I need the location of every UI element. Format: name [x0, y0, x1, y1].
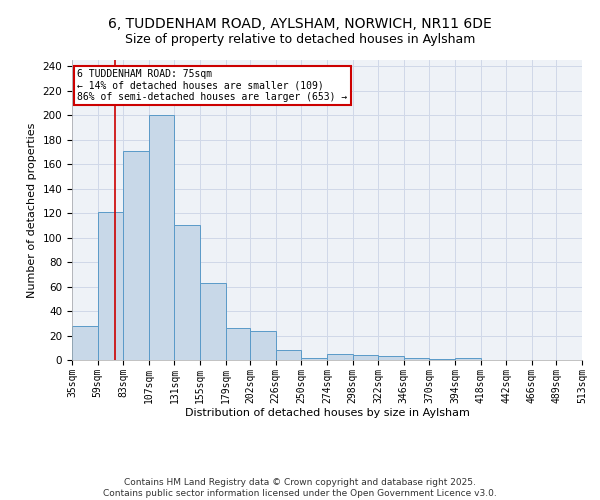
- Text: Contains HM Land Registry data © Crown copyright and database right 2025.
Contai: Contains HM Land Registry data © Crown c…: [103, 478, 497, 498]
- Bar: [276, 350, 301, 360]
- Bar: [327, 354, 353, 360]
- Text: 6, TUDDENHAM ROAD, AYLSHAM, NORWICH, NR11 6DE: 6, TUDDENHAM ROAD, AYLSHAM, NORWICH, NR1…: [108, 18, 492, 32]
- Bar: [404, 358, 430, 360]
- Bar: [378, 356, 404, 360]
- Bar: [98, 212, 123, 360]
- Bar: [250, 330, 276, 360]
- Bar: [200, 283, 226, 360]
- Bar: [175, 226, 200, 360]
- Bar: [353, 355, 378, 360]
- Bar: [123, 150, 149, 360]
- Bar: [455, 358, 481, 360]
- X-axis label: Distribution of detached houses by size in Aylsham: Distribution of detached houses by size …: [185, 408, 469, 418]
- Y-axis label: Number of detached properties: Number of detached properties: [27, 122, 37, 298]
- Bar: [149, 115, 175, 360]
- Bar: [226, 328, 250, 360]
- Bar: [301, 358, 327, 360]
- Bar: [430, 359, 455, 360]
- Text: Size of property relative to detached houses in Aylsham: Size of property relative to detached ho…: [125, 32, 475, 46]
- Text: 6 TUDDENHAM ROAD: 75sqm
← 14% of detached houses are smaller (109)
86% of semi-d: 6 TUDDENHAM ROAD: 75sqm ← 14% of detache…: [77, 68, 347, 102]
- Bar: [72, 326, 98, 360]
